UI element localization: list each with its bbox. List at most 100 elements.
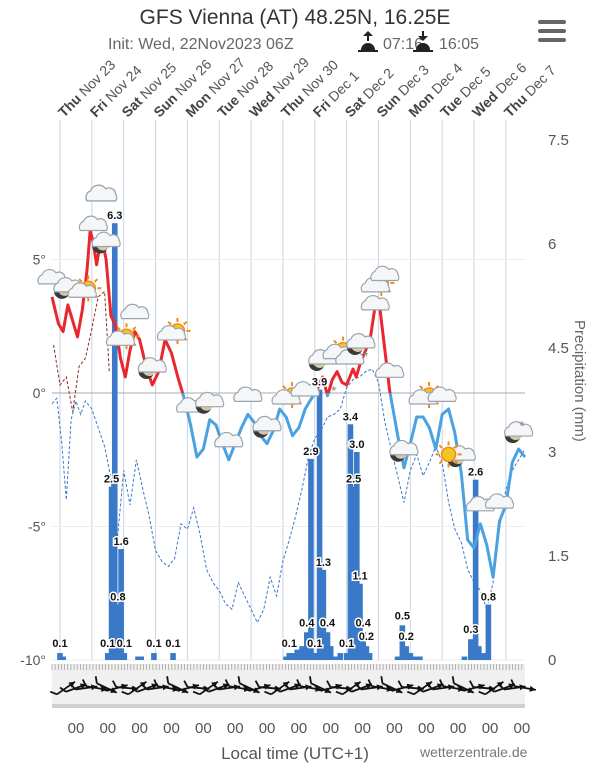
sun-ray <box>132 326 137 331</box>
cloud-icon <box>484 493 515 509</box>
precip-tick-label: 4.5 <box>548 340 569 357</box>
precip-bar <box>337 653 344 660</box>
wind-feather <box>451 676 455 684</box>
wind-feather <box>314 685 322 692</box>
precip-value-label: 3.0 <box>349 439 364 451</box>
cloud-icon <box>233 386 263 402</box>
precip-bar <box>472 479 479 660</box>
precip-value-label: 0.4 <box>320 617 336 629</box>
sun-ray <box>78 278 83 283</box>
init-time: Init: Wed, 22Nov2023 06Z <box>108 36 294 53</box>
precip-value-label: 0.5 <box>395 610 410 622</box>
precip-value-label: 2.5 <box>346 474 361 486</box>
wind-feather <box>70 683 77 691</box>
wind-barb-icon <box>130 683 159 693</box>
precip-value-label: 0.1 <box>165 638 180 650</box>
precip-value-label: 6.3 <box>107 210 122 222</box>
precip-bar <box>407 653 414 660</box>
cloud-icon <box>389 439 419 456</box>
wind-feather <box>385 685 393 692</box>
wind-barb-icon <box>166 676 189 694</box>
time-tick-label: 00 <box>195 720 212 737</box>
dewpoint-line-early <box>53 290 110 412</box>
precip-bar <box>283 656 289 660</box>
cloud-icon <box>120 303 150 320</box>
wind-feather <box>326 680 332 688</box>
time-tick-label: 00 <box>291 720 308 737</box>
wind-strip-bottom <box>52 704 525 708</box>
precip-bar <box>350 486 357 660</box>
cloud-shape <box>78 215 108 232</box>
precip-bar <box>357 583 363 660</box>
cloud-icon <box>78 215 108 232</box>
cloud-shape <box>91 231 121 248</box>
wind-feather <box>397 680 403 688</box>
temp-tick-label: 0° <box>33 385 46 401</box>
wind-barb-icon <box>487 683 516 693</box>
cloud-icon <box>214 431 244 448</box>
precip-bar <box>468 639 474 660</box>
precip-bar <box>485 604 492 660</box>
wind-feather <box>335 690 343 696</box>
wind-barb-icon <box>380 676 403 694</box>
cloud-icon <box>85 184 118 202</box>
wind-feather <box>284 683 291 691</box>
chart-title: GFS Vienna (AT) 48.25N, 16.25E <box>139 6 451 29</box>
wind-feather <box>478 690 486 696</box>
wind-feather <box>100 685 107 692</box>
time-tick-label: 00 <box>418 720 435 737</box>
precip-value-label: 2.5 <box>104 474 119 486</box>
cloud-shape <box>85 184 118 202</box>
wind-feather <box>498 683 505 691</box>
precip-value-label: 0.1 <box>52 638 67 650</box>
precip-bar <box>343 653 350 660</box>
cloud-shape <box>504 421 534 437</box>
wind-feather <box>380 676 384 684</box>
cloud-shape <box>120 303 150 320</box>
precip-bar <box>104 653 111 660</box>
precip-value-label: 0.1 <box>146 638 161 650</box>
wind-barb-icon <box>451 676 475 694</box>
precip-value-label: 0.1 <box>100 638 115 650</box>
precip-bar <box>138 656 144 660</box>
x-axis-title: Local time (UTC+1) <box>221 744 369 763</box>
cloud-icon <box>156 325 187 341</box>
wind-feather <box>487 686 495 693</box>
precip-value-label: 2.6 <box>468 467 483 479</box>
wind-feather <box>49 690 58 696</box>
precip-bar <box>108 486 115 660</box>
time-tick-label: 00 <box>322 720 339 737</box>
precip-bar <box>311 653 318 660</box>
wind-arrowhead <box>395 687 403 693</box>
precip-value-label: 0.2 <box>399 631 414 643</box>
precip-bar <box>308 458 314 660</box>
cloud-shape <box>375 362 405 378</box>
wind-feather <box>237 676 241 684</box>
hamburger-menu-icon[interactable] <box>538 20 566 42</box>
precip-value-label: 0.4 <box>356 617 372 629</box>
sunset-time: 16:05 <box>439 36 480 53</box>
precip-bar <box>363 646 370 660</box>
cloud-shape <box>484 493 515 509</box>
precip-bar <box>399 625 406 660</box>
wind-feather <box>130 686 138 693</box>
time-tick-label: 00 <box>68 720 85 737</box>
sun-icon <box>435 441 462 468</box>
cloud-icon <box>375 362 405 378</box>
precip-bar <box>151 653 157 660</box>
wind-feather <box>166 676 170 684</box>
precip-value-label: 0.1 <box>117 638 132 650</box>
precip-bar <box>320 569 327 660</box>
sun-ray <box>183 321 188 326</box>
wind-arrowhead <box>324 687 331 693</box>
precip-bar <box>327 646 334 660</box>
sunrise-time: 07:16 <box>383 36 424 53</box>
precip-bar <box>289 653 296 660</box>
wind-feather <box>82 679 87 687</box>
cloud-icon <box>370 265 400 282</box>
precip-value-label: 1.3 <box>316 557 331 569</box>
precip-bar <box>417 656 423 660</box>
cloud-shape <box>214 431 244 448</box>
precip-bar <box>60 656 66 660</box>
sun-ray <box>333 339 338 344</box>
